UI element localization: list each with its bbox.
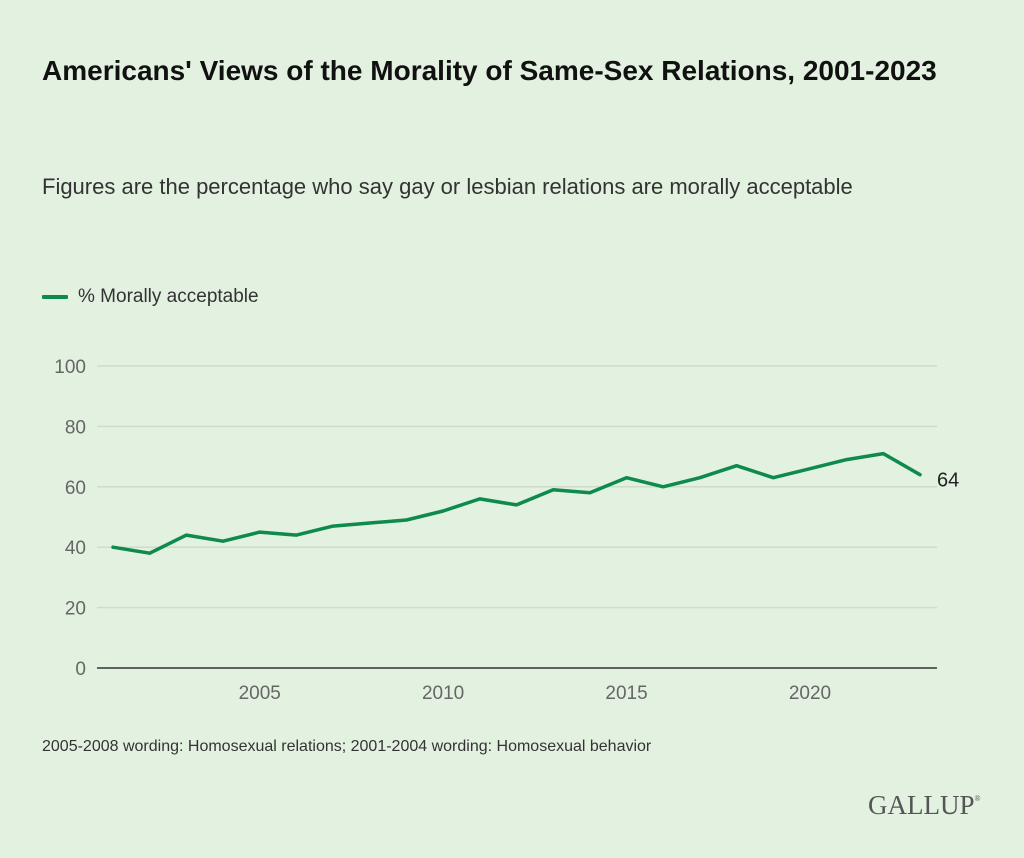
data-point-2010 (441, 509, 445, 513)
data-point-2013 (551, 488, 555, 492)
y-tick-label: 100 (54, 357, 86, 378)
x-tick-label: 2005 (239, 683, 281, 704)
data-point-2023 (918, 473, 922, 477)
x-tick-label: 2015 (605, 683, 647, 704)
series-line-morally-acceptable (111, 451, 922, 555)
data-point-2005 (258, 530, 262, 534)
brand-name: GALLUP (868, 790, 975, 820)
data-point-2009 (404, 518, 408, 522)
data-point-2003 (184, 533, 188, 537)
x-tick-label: 2020 (789, 683, 831, 704)
data-point-2011 (478, 497, 482, 501)
end-value-label: 64 (937, 470, 959, 492)
y-tick-label: 0 (75, 659, 86, 680)
y-tick-label: 40 (65, 538, 86, 559)
data-point-2014 (588, 491, 592, 495)
data-point-2002 (148, 551, 152, 555)
y-tick-label: 80 (65, 417, 86, 438)
legend: % Morally acceptable (42, 286, 259, 308)
y-tick-label: 60 (65, 478, 86, 499)
data-point-2012 (515, 503, 518, 507)
gallup-logo: GALLUP® (868, 790, 981, 821)
data-point-2015 (625, 476, 629, 480)
data-point-2017 (698, 476, 702, 480)
data-point-2020 (808, 467, 812, 471)
chart-title: Americans' Views of the Morality of Same… (42, 55, 937, 86)
data-point-2019 (771, 476, 775, 480)
legend-label: % Morally acceptable (78, 286, 259, 307)
data-point-2001 (111, 545, 115, 549)
legend-swatch (42, 295, 68, 299)
data-point-2021 (845, 458, 849, 462)
data-point-2006 (294, 533, 298, 537)
data-point-2018 (735, 464, 739, 468)
data-point-2004 (221, 539, 225, 543)
y-axis-ticks: 0 20 40 60 80 100 (54, 357, 86, 680)
data-point-2008 (368, 521, 372, 525)
data-point-2016 (661, 485, 665, 489)
footnote: 2005-2008 wording: Homosexual relations;… (42, 738, 652, 755)
x-axis-ticks: 2005 2010 2015 2020 (239, 683, 832, 704)
data-points (111, 452, 922, 555)
registered-mark: ® (974, 794, 981, 803)
x-tick-label: 2010 (422, 683, 464, 704)
chart-subtitle: Figures are the percentage who say gay o… (42, 174, 853, 199)
data-point-2007 (331, 524, 335, 528)
gridlines (97, 365, 937, 609)
y-tick-label: 20 (65, 599, 86, 620)
data-point-2022 (881, 452, 885, 456)
